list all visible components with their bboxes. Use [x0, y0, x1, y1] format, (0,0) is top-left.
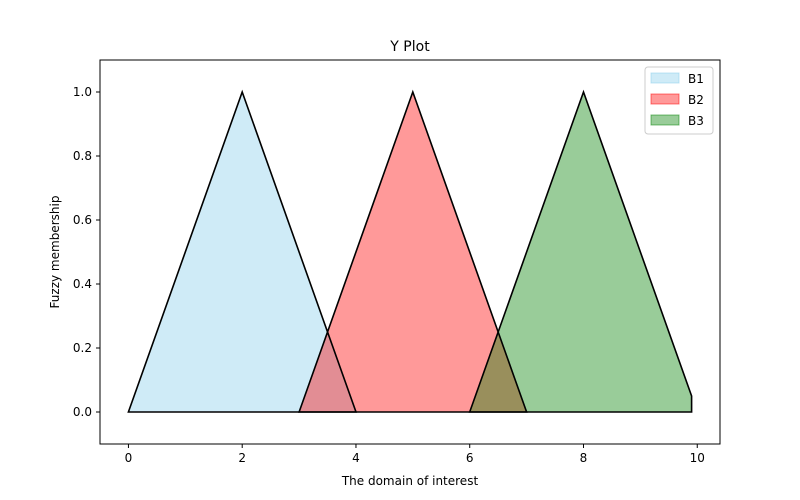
series-fill-b1 — [128, 92, 356, 412]
x-axis-title: The domain of interest — [341, 474, 479, 488]
x-tick-label: 10 — [690, 451, 705, 465]
series-outline-b1 — [127, 89, 358, 413]
series-outline-b2 — [297, 89, 528, 413]
y-tick-label: 0.6 — [73, 213, 92, 227]
y-axis-ticks: 0.0 0.2 0.4 0.6 0.8 1.0 — [73, 85, 100, 419]
x-tick-label: 0 — [125, 451, 133, 465]
y-tick-label: 0.8 — [73, 149, 92, 163]
series-fills — [128, 92, 692, 412]
y-tick-label: 0.0 — [73, 405, 92, 419]
series-outline-b3 — [468, 89, 693, 413]
y-tick-label: 0.4 — [73, 277, 92, 291]
series-outlines — [127, 89, 693, 413]
y-axis-title: Fuzzy membership — [48, 196, 62, 309]
legend: B1 B2 B3 — [644, 66, 714, 135]
series-fill-b3 — [469, 92, 692, 412]
x-tick-label: 6 — [466, 451, 474, 465]
chart-title: Y Plot — [389, 39, 430, 55]
x-axis-ticks: 0 2 4 6 8 10 — [125, 444, 705, 465]
series-fill-b2 — [299, 92, 527, 412]
legend-swatch-b2 — [650, 93, 680, 105]
legend-label-b3: B3 — [688, 114, 704, 128]
x-tick-label: 8 — [580, 451, 588, 465]
legend-swatch-b1 — [650, 72, 680, 84]
y-tick-label: 0.2 — [73, 341, 92, 355]
legend-swatch-b3 — [650, 114, 680, 126]
y-tick-label: 1.0 — [73, 85, 92, 99]
x-tick-label: 2 — [238, 451, 246, 465]
plot-frame — [99, 59, 721, 445]
legend-entries: B1 B2 B3 — [650, 72, 704, 128]
legend-label-b2: B2 — [688, 93, 704, 107]
x-tick-label: 4 — [352, 451, 360, 465]
legend-label-b1: B1 — [688, 72, 704, 86]
